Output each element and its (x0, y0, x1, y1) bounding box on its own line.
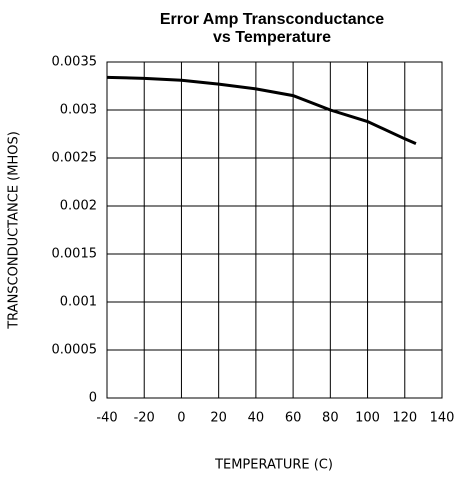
x-tick-label: 20 (210, 411, 227, 426)
y-tick-label: 0.001 (60, 295, 97, 310)
x-tick-label: 0 (177, 411, 185, 426)
x-tick-label: 60 (285, 411, 302, 426)
x-tick-label: -20 (134, 411, 155, 426)
y-tick-label: 0.003 (60, 103, 97, 118)
y-tick-label: 0.0005 (52, 343, 98, 358)
y-tick-label: 0.0025 (52, 151, 98, 166)
x-tick-label: 120 (392, 411, 417, 426)
data-line (106, 75, 417, 145)
chart-title: vs Temperature (213, 29, 331, 46)
x-tick-label: 40 (248, 411, 265, 426)
y-tick-label: 0.002 (60, 199, 97, 214)
chart-title: Error Amp Transconductance (160, 11, 384, 28)
y-tick-label: 0.0035 (52, 55, 98, 70)
plot-frame (106, 61, 443, 399)
y-tick-label: 0 (89, 391, 97, 406)
x-axis-label: TEMPERATURE (C) (214, 458, 333, 473)
x-tick-label: 100 (355, 411, 380, 426)
x-tick-label: -40 (96, 411, 117, 426)
y-axis-label: TRANSCONDUCTANCE (MHOS) (7, 131, 22, 330)
x-tick-label: 140 (430, 411, 455, 426)
y-tick-label: 0.0015 (52, 247, 98, 262)
x-tick-label: 80 (322, 411, 339, 426)
